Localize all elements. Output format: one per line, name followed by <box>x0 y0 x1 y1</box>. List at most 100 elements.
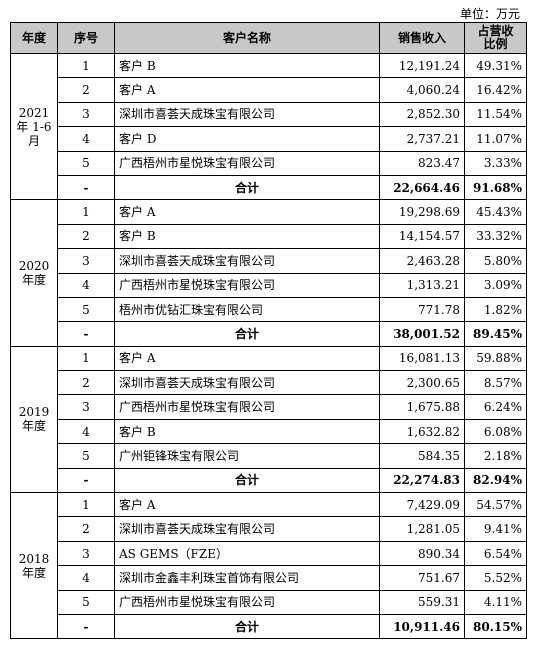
customer-name-cell: AS GEMS（FZE） <box>114 540 380 567</box>
table-row: 3 AS GEMS（FZE） 890.34 6.54% <box>11 540 527 567</box>
seq-cell: 5 <box>57 150 115 176</box>
revenue-cell: 16,081.13 <box>379 345 465 372</box>
ratio-cell: 16.42% <box>464 77 527 103</box>
total-revenue-cell: 38,001.52 <box>379 321 465 347</box>
ratio-cell: 6.24% <box>464 394 527 420</box>
table-row: 5 广西梧州市星悦珠宝有限公司 559.31 4.11% <box>11 589 527 615</box>
customer-name-cell: 客户 B <box>114 52 380 79</box>
total-seq-cell: - <box>57 321 115 347</box>
revenue-cell: 1,313.21 <box>379 272 465 298</box>
seq-cell: 4 <box>57 418 115 445</box>
customer-name-cell: 广西梧州市星悦珠宝有限公司 <box>114 272 380 298</box>
customer-name-cell: 深圳市喜荟天成珠宝有限公司 <box>114 516 380 542</box>
seq-cell: 4 <box>57 565 115 591</box>
total-revenue-cell: 10,911.46 <box>379 613 465 640</box>
total-ratio-cell: 80.15% <box>464 613 527 640</box>
total-seq-cell: - <box>57 174 115 201</box>
revenue-cell: 2,300.65 <box>379 370 465 396</box>
customer-name-cell: 广西梧州市星悦珠宝有限公司 <box>114 589 380 615</box>
header-seq: 序号 <box>57 22 115 54</box>
customer-name-cell: 广西梧州市星悦珠宝有限公司 <box>114 150 380 176</box>
table-row: 4 深圳市金鑫丰利珠宝首饰有限公司 751.67 5.52% <box>11 565 527 591</box>
total-row: - 合计 10,911.46 80.15% <box>11 613 527 640</box>
revenue-cell: 823.47 <box>379 150 465 176</box>
table-row: 2 深圳市喜荟天成珠宝有限公司 2,300.65 8.57% <box>11 370 527 396</box>
header-customer: 客户名称 <box>114 22 380 54</box>
header-row: 年度 序号 客户名称 销售收入 占营收 比例 <box>10 22 527 54</box>
ratio-cell: 9.41% <box>464 516 527 542</box>
total-seq-cell: - <box>57 613 115 640</box>
header-revenue: 销售收入 <box>379 22 465 54</box>
revenue-cell: 1,675.88 <box>379 394 465 420</box>
seq-cell: 3 <box>57 248 115 274</box>
total-revenue-cell: 22,274.83 <box>379 467 465 494</box>
ratio-cell: 2.18% <box>464 443 527 469</box>
year-cell: 2020 年度 <box>10 199 58 347</box>
seq-cell: 5 <box>57 296 115 323</box>
table-row: 2021 年 1-6 月 1 客户 B 12,191.24 49.31% <box>10 52 527 201</box>
customer-name-cell: 客户 B <box>114 223 380 250</box>
seq-cell: 5 <box>57 443 115 469</box>
total-label-cell: 合计 <box>114 613 380 640</box>
seq-cell: 2 <box>57 223 115 250</box>
revenue-cell: 14,154.57 <box>379 223 465 250</box>
customer-name-cell: 深圳市金鑫丰利珠宝首饰有限公司 <box>114 565 380 591</box>
revenue-cell: 2,852.30 <box>379 101 465 128</box>
table-row: 2020 年度 1 客户 A 19,298.69 45.43% <box>10 199 527 347</box>
ratio-cell: 8.57% <box>464 370 527 396</box>
table-row: 2 深圳市喜荟天成珠宝有限公司 1,281.05 9.41% <box>11 516 527 542</box>
table-row: 4 客户 B 1,632.82 6.08% <box>11 418 527 445</box>
seq-cell: 3 <box>57 101 115 128</box>
ratio-cell: 5.80% <box>464 248 527 274</box>
seq-cell: 1 <box>57 199 115 225</box>
year-line: 月 <box>27 133 40 148</box>
unit-label: 单位：万元 <box>459 7 520 21</box>
total-label-cell: 合计 <box>114 467 380 494</box>
total-row: - 合计 22,664.46 91.68% <box>11 174 527 201</box>
ratio-cell: 54.57% <box>464 492 527 518</box>
ratio-cell: 5.52% <box>464 565 527 591</box>
table-row: 5 梧州市优钻汇珠宝有限公司 771.78 1.82% <box>11 296 527 323</box>
seq-cell: 1 <box>57 492 115 518</box>
year-cell: 2018 年度 <box>10 492 58 640</box>
customer-name-cell: 广州钜锋珠宝有限公司 <box>114 443 380 469</box>
year-line: 年度 <box>21 565 46 580</box>
year-line: 年度 <box>21 273 46 288</box>
year-line: 2021 <box>18 105 50 120</box>
header-ratio-line2: 比例 <box>483 37 508 51</box>
seq-cell: 3 <box>57 394 115 420</box>
table-body: 2021 年 1-6 月 1 客户 B 12,191.24 49.31% 2 客户 A 4,060… <box>10 52 527 640</box>
total-row: - 合计 38,001.52 89.45% <box>11 321 527 347</box>
ratio-cell: 45.43% <box>464 199 527 225</box>
year-cell: 2019 年度 <box>10 345 58 494</box>
revenue-cell: 12,191.24 <box>379 52 465 79</box>
year-line: 2020 <box>18 259 50 274</box>
customer-name-cell: 客户 A <box>114 345 380 372</box>
total-label-cell: 合计 <box>114 321 380 347</box>
seq-cell: 1 <box>57 52 115 79</box>
ratio-cell: 11.54% <box>464 101 527 128</box>
customer-name-cell: 深圳市喜荟天成珠宝有限公司 <box>114 370 380 396</box>
revenue-cell: 1,281.05 <box>379 516 465 542</box>
ratio-cell: 4.11% <box>464 589 527 615</box>
ratio-cell: 33.32% <box>464 223 527 250</box>
revenue-cell: 559.31 <box>379 589 465 615</box>
header-ratio: 占营收 比例 <box>464 22 527 54</box>
ratio-cell: 6.08% <box>464 418 527 445</box>
customer-name-cell: 深圳市喜荟天成珠宝有限公司 <box>114 101 380 128</box>
year-line: 年 1-6 <box>16 119 52 134</box>
table-row: 3 深圳市喜荟天成珠宝有限公司 2,852.30 11.54% <box>11 101 527 128</box>
ratio-cell: 6.54% <box>464 540 527 567</box>
table-row: 2 客户 A 4,060.24 16.42% <box>11 77 527 103</box>
customer-name-cell: 客户 D <box>114 126 380 152</box>
revenue-cell: 771.78 <box>379 296 465 323</box>
year-line: 2018 <box>18 551 50 566</box>
year-line: 2019 <box>18 405 50 420</box>
ratio-cell: 1.82% <box>464 296 527 323</box>
revenue-cell: 751.67 <box>379 565 465 591</box>
revenue-cell: 1,632.82 <box>379 418 465 445</box>
year-cell: 2021 年 1-6 月 <box>10 52 58 201</box>
customer-revenue-table: 年度 序号 客户名称 销售收入 占营收 比例 2021 年 1-6 月 1 客户 B 12… <box>10 22 527 640</box>
table-row: 5 广西梧州市星悦珠宝有限公司 823.47 3.33% <box>11 150 527 176</box>
customer-name-cell: 广西梧州市星悦珠宝有限公司 <box>114 394 380 420</box>
